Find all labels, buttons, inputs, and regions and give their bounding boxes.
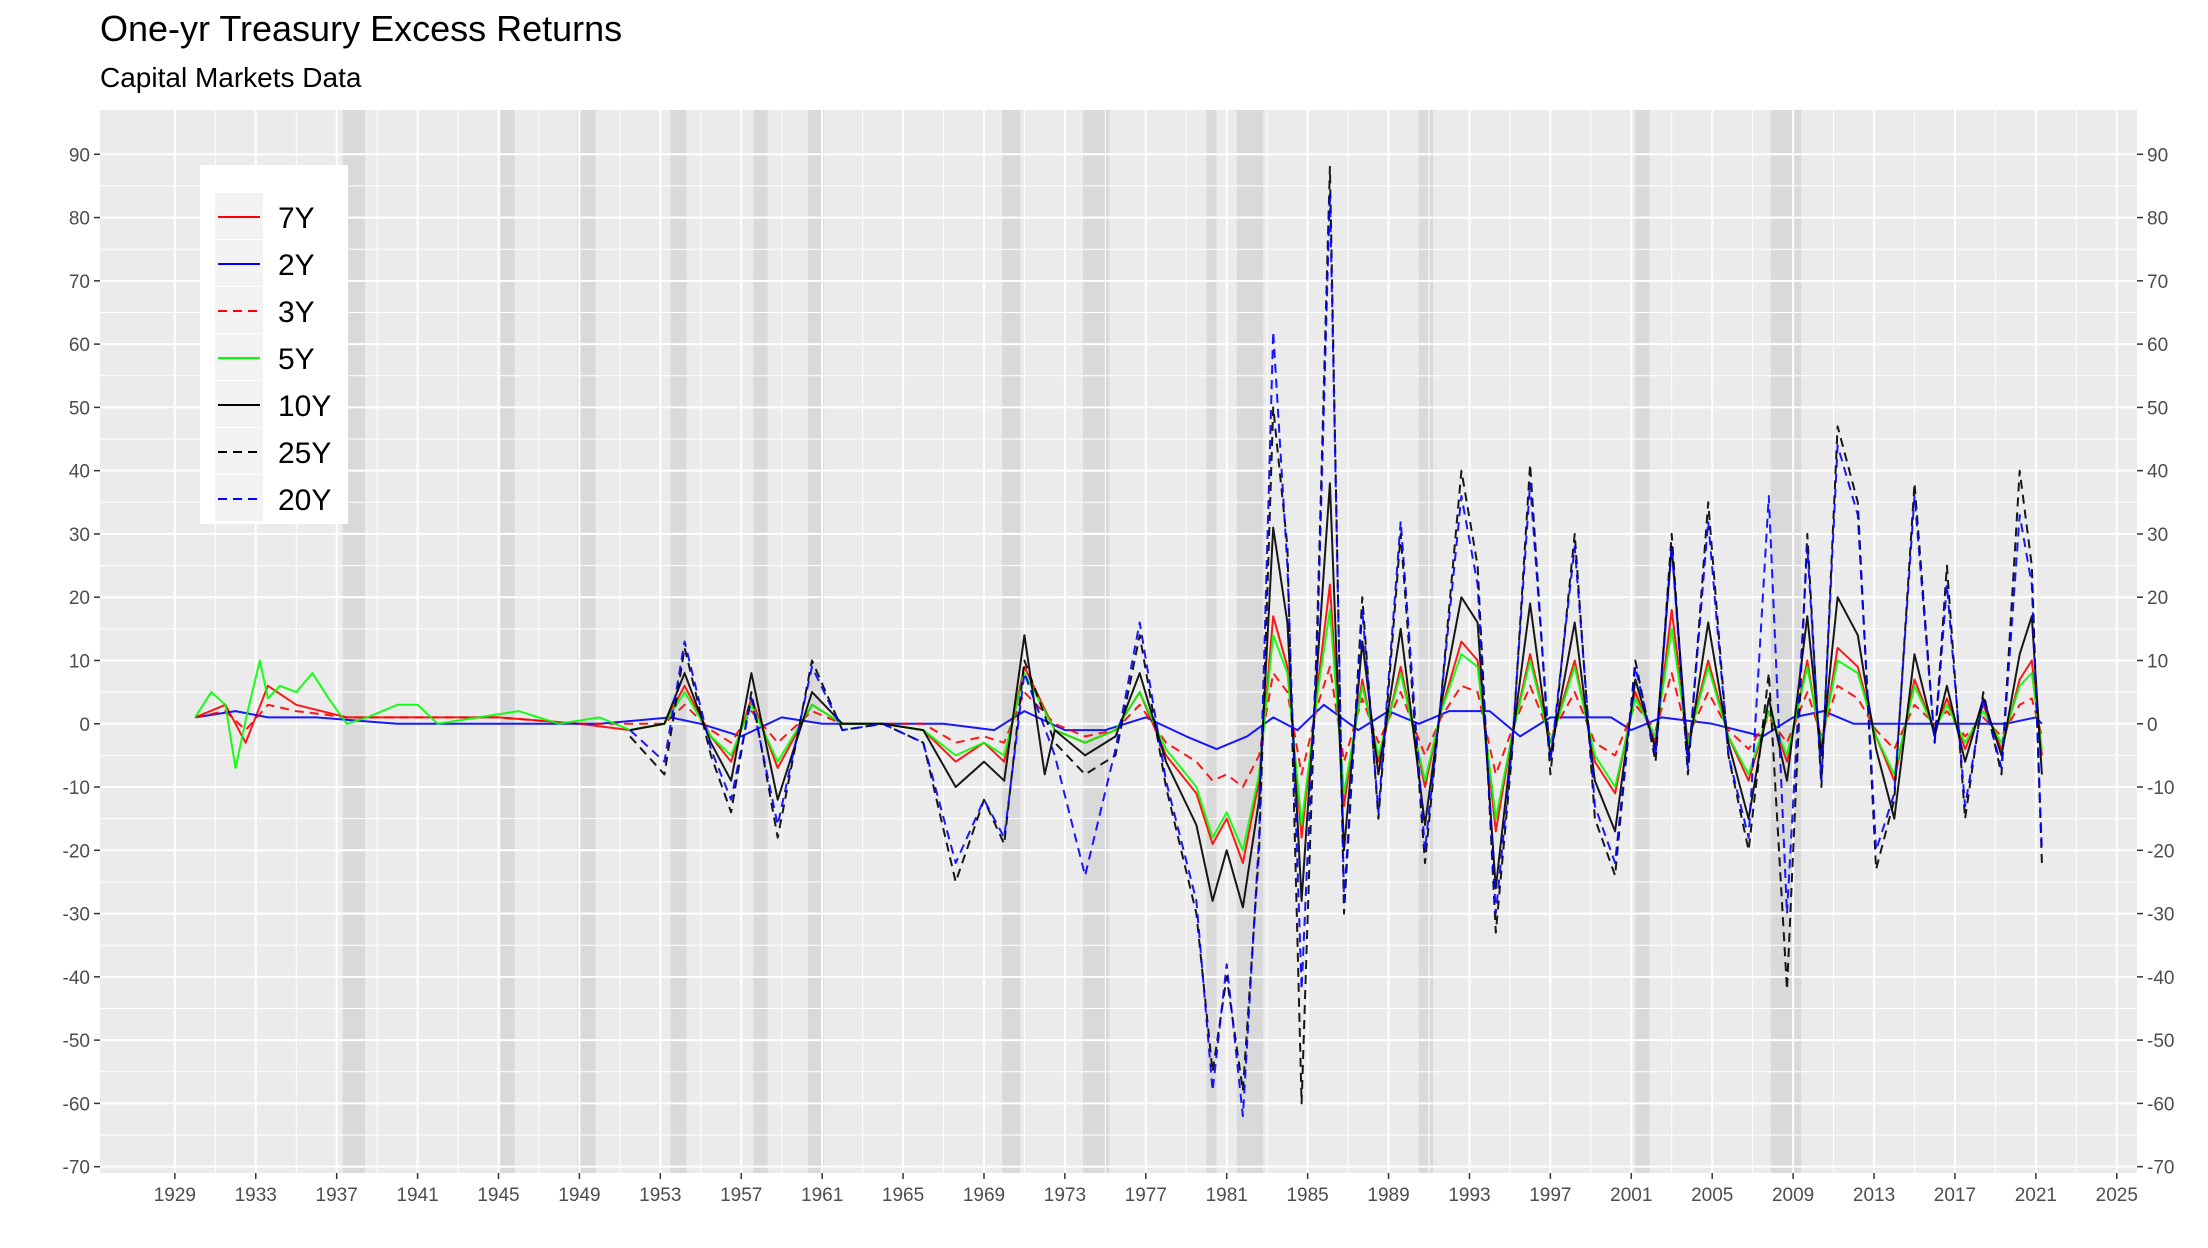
legend-label-2y: 2Y [278,249,315,282]
x-tick-label: 1949 [558,1185,600,1206]
x-tick-label: 1969 [963,1185,1005,1206]
legend-label-20y: 20Y [278,484,331,517]
chart-subtitle: Capital Markets Data [100,62,362,93]
y-tick-label-left: -40 [63,968,90,989]
y-tick-label-right: 70 [2147,272,2168,293]
y-tick-label-left: -20 [63,841,90,862]
y-tick-label-right: -30 [2147,905,2174,926]
y-tick-label-right: 80 [2147,209,2168,230]
y-tick-label-right: -40 [2147,968,2174,989]
y-tick-label-right: 50 [2147,398,2168,419]
y-tick-label-left: 50 [69,398,90,419]
x-tick-label: 2021 [2015,1185,2057,1206]
x-tick-label: 1997 [1529,1185,1571,1206]
x-tick-label: 1977 [1125,1185,1167,1206]
y-tick-label-left: 80 [69,209,90,230]
legend-label-3y: 3Y [278,296,315,329]
recession-band [1236,110,1264,1173]
x-tick-label: 1945 [477,1185,519,1206]
y-tick-label-right: 30 [2147,525,2168,546]
legend-label-7y: 7Y [278,202,315,235]
y-tick-label-left: 20 [69,588,90,609]
recession-band [1770,110,1802,1173]
x-tick-label: 1981 [1206,1185,1248,1206]
x-tick-label: 2001 [1610,1185,1652,1206]
x-tick-label: 2009 [1772,1185,1814,1206]
x-tick-label: 2013 [1853,1185,1895,1206]
x-tick-label: 2017 [1934,1185,1976,1206]
recession-band [753,110,768,1173]
x-tick-label: 1957 [720,1185,762,1206]
y-tick-label-left: 40 [69,462,90,483]
recession-band [500,110,515,1173]
y-tick-label-right: 10 [2147,651,2168,672]
y-tick-label-right: 40 [2147,462,2168,483]
x-tick-label: 1973 [1044,1185,1086,1206]
y-tick-label-right: 90 [2147,145,2168,166]
y-tick-label-left: 90 [69,145,90,166]
recession-band [1206,110,1217,1173]
legend-label-5y: 5Y [278,343,315,376]
x-tick-label: 1965 [882,1185,924,1206]
y-tick-label-left: -10 [63,778,90,799]
y-tick-label-right: 20 [2147,588,2168,609]
y-tick-label-right: -70 [2147,1158,2174,1179]
recession-band [1418,110,1434,1173]
x-tick-label: 2025 [2096,1185,2138,1206]
y-tick-label-right: -60 [2147,1094,2174,1115]
y-tick-label-left: 10 [69,651,90,672]
y-tick-label-left: 70 [69,272,90,293]
y-tick-label-right: 0 [2147,715,2158,736]
series-line-25y [629,165,2043,1105]
y-tick-label-right: -50 [2147,1031,2174,1052]
y-tick-label-right: 60 [2147,335,2168,356]
x-tick-label: 2005 [1691,1185,1733,1206]
y-tick-label-left: -70 [63,1158,90,1179]
y-tick-label-left: -50 [63,1031,90,1052]
recession-band [1002,110,1021,1173]
x-tick-label: 1989 [1367,1185,1409,1206]
x-tick-label: 1953 [639,1185,681,1206]
series-line-10y [629,482,2043,909]
y-tick-label-left: 30 [69,525,90,546]
x-tick-label: 1941 [396,1185,438,1206]
y-tick-label-right: -20 [2147,841,2174,862]
y-tick-label-left: -60 [63,1094,90,1115]
y-tick-label-left: -30 [63,905,90,926]
recession-band [1635,110,1650,1173]
y-tick-label-left: 0 [79,715,90,736]
x-tick-label: 1929 [154,1185,196,1206]
y-tick-label-left: 60 [69,335,90,356]
legend-label-10y: 10Y [278,390,331,423]
series-line-2y [194,703,2043,751]
x-tick-label: 1933 [235,1185,277,1206]
plot-panel [100,110,2137,1173]
chart-title: One-yr Treasury Excess Returns [100,8,623,49]
legend-label-25y: 25Y [278,437,331,470]
y-tick-label-right: -10 [2147,778,2174,799]
x-tick-label: 1961 [801,1185,843,1206]
x-tick-label: 1937 [316,1185,358,1206]
x-tick-label: 1985 [1286,1185,1328,1206]
x-tick-label: 1993 [1448,1185,1490,1206]
